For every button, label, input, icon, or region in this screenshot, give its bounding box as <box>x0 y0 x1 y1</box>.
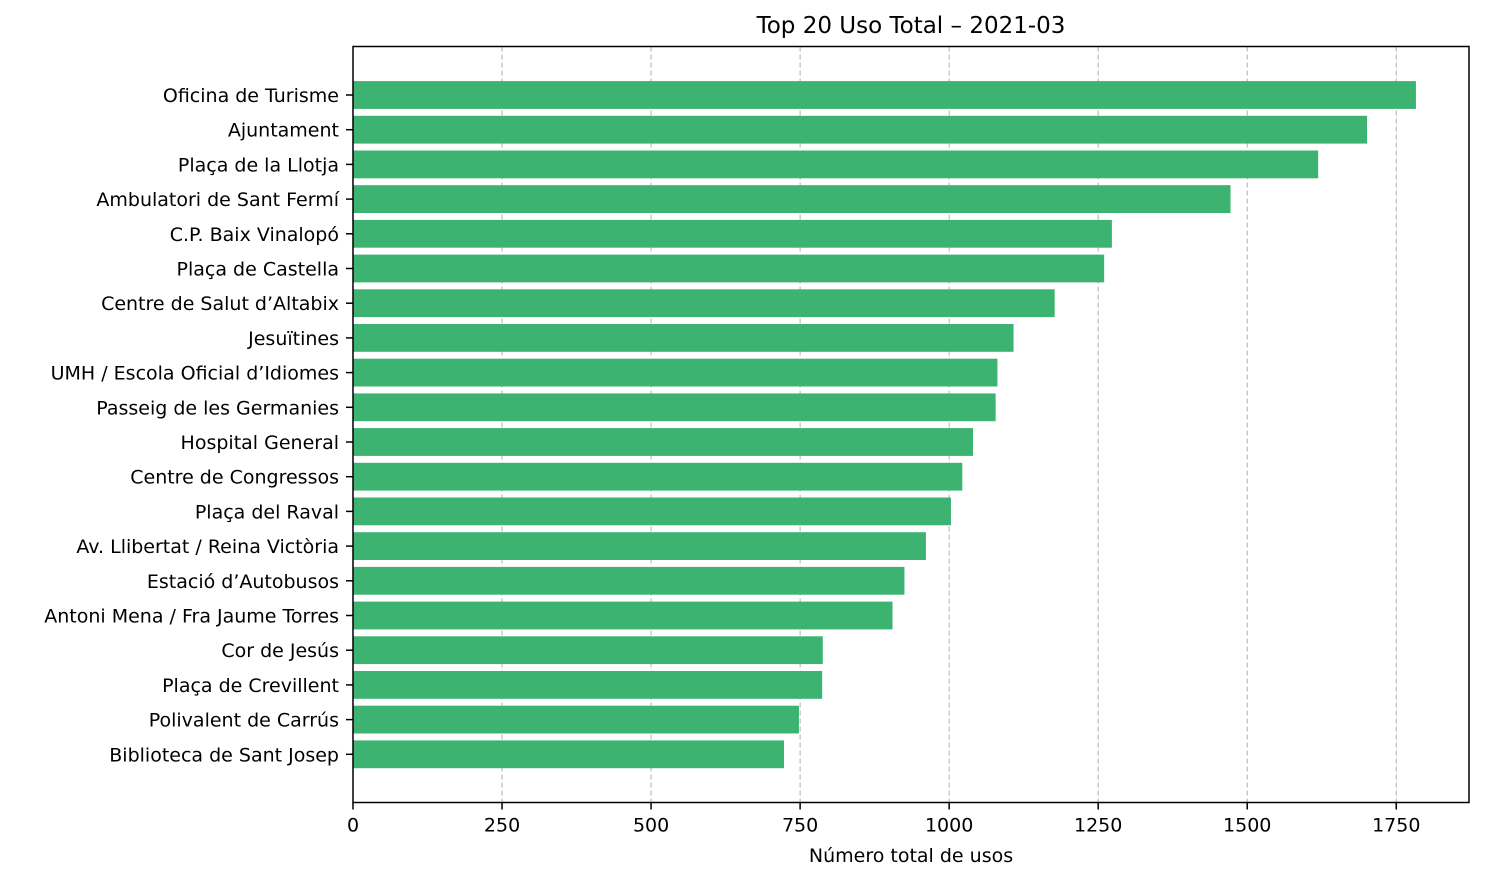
y-tick-label-6: Centre de Salut d’Altabix <box>101 293 339 315</box>
bar-12 <box>353 497 951 526</box>
bar-19 <box>353 740 785 769</box>
bar-4 <box>353 219 1112 248</box>
x-axis-label: Número total de usos <box>809 845 1013 867</box>
grid-lines <box>501 46 1397 803</box>
y-tick-label-19: Biblioteca de Sant Josep <box>109 744 339 766</box>
plot-frame <box>352 45 1470 804</box>
y-tick-label-8: UMH / Escola Oficial d’Idiomes <box>51 363 339 385</box>
x-tick-label-1: 250 <box>484 815 520 837</box>
x-tick-label-0: 0 <box>347 815 359 837</box>
y-tick-label-1: Ajuntament <box>228 120 339 142</box>
bar-18 <box>353 705 799 734</box>
bar-2 <box>353 150 1319 179</box>
y-tick-label-2: Plaça de la Llotja <box>178 154 339 176</box>
x-tick-label-3: 750 <box>782 815 818 837</box>
x-axis-ticks: 0 250 500 750 1000 1250 1500 1750 <box>347 802 1420 837</box>
y-tick-label-3: Ambulatori de Sant Fermí <box>96 189 339 211</box>
y-tick-label-15: Antoni Mena / Fra Jaume Torres <box>44 606 339 628</box>
bar-0 <box>353 81 1416 109</box>
y-tick-label-17: Plaça de Crevillent <box>162 675 339 697</box>
bar-16 <box>353 636 823 665</box>
y-tick-label-5: Plaça de Castella <box>177 259 339 281</box>
y-tick-label-10: Hospital General <box>181 432 339 454</box>
bars <box>353 81 1416 769</box>
y-tick-label-14: Estació d’Autobusos <box>147 571 339 593</box>
y-axis-ticks: Oficina de Turisme Ajuntament Plaça de la … <box>44 85 353 766</box>
bar-1 <box>353 115 1368 144</box>
bar-15 <box>353 601 893 630</box>
y-tick-label-16: Cor de Jesús <box>221 640 339 662</box>
x-tick-label-5: 1250 <box>1074 815 1122 837</box>
x-tick-label-6: 1500 <box>1223 815 1271 837</box>
y-tick-label-7: Jesuïtines <box>247 328 339 350</box>
bar-6 <box>353 289 1055 318</box>
x-tick-label-7: 1750 <box>1372 815 1420 837</box>
x-tick-label-4: 1000 <box>925 815 973 837</box>
bar-13 <box>353 532 926 560</box>
bar-3 <box>353 185 1231 213</box>
x-tick-label-2: 500 <box>633 815 669 837</box>
y-tick-label-11: Centre de Congressos <box>130 467 339 489</box>
bar-9 <box>353 393 996 422</box>
y-tick-label-4: C.P. Baix Vinalopó <box>170 224 339 246</box>
bar-14 <box>353 566 905 595</box>
bar-17 <box>353 671 823 699</box>
y-tick-label-0: Oficina de Turisme <box>163 85 339 107</box>
y-tick-label-12: Plaça del Raval <box>195 501 339 523</box>
chart-title: Top 20 Uso Total – 2021-03 <box>756 13 1066 39</box>
bar-7 <box>353 324 1014 352</box>
bar-5 <box>353 254 1105 283</box>
bar-8 <box>353 358 998 387</box>
y-tick-label-18: Polivalent de Carrús <box>149 710 339 732</box>
y-tick-label-9: Passeig de les Germanies <box>96 397 339 419</box>
bar-11 <box>353 462 963 491</box>
bar-10 <box>353 428 973 456</box>
y-tick-label-13: Av. Llibertat / Reina Victòria <box>76 536 339 558</box>
